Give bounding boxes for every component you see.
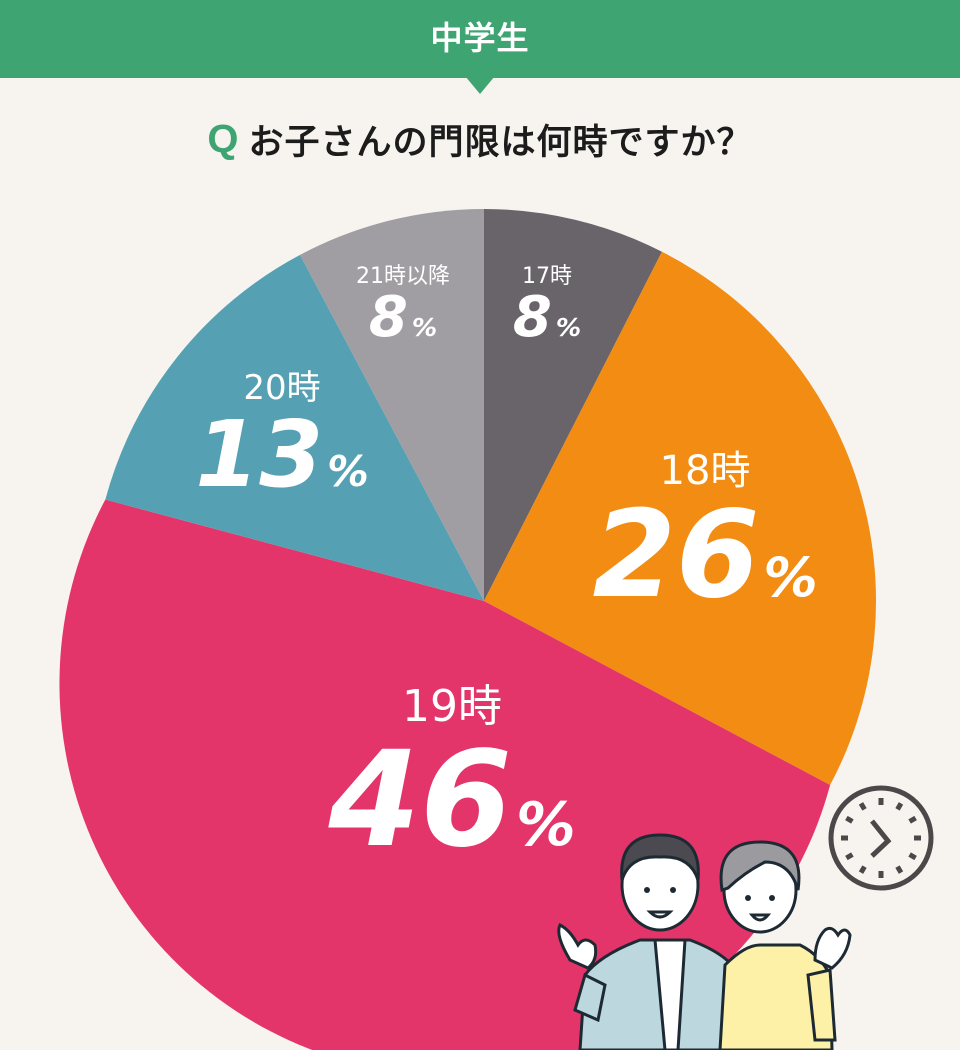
label-20-value: 13% [195,401,369,508]
label-17-category: 17時 [522,264,572,289]
label-18-category: 18時 [659,448,751,494]
label-20-category: 20時 [243,368,321,408]
slice-20 [105,254,484,601]
label-19-category: 19時 [402,681,502,732]
question-heading: Q お子さんの門限は何時ですか？ [0,114,960,165]
banner-pointer [465,76,495,94]
question-text: お子さんの門限は何時ですか？ [248,123,753,163]
label-21-category: 21時以降 [356,264,450,289]
slice-21 [300,209,484,601]
label-17: 17時 8% [513,258,581,346]
label-19: 19時 46% [328,670,575,866]
clock-icon [828,785,934,891]
label-19-value: 46% [328,723,576,877]
label-18-value: 26% [592,486,818,625]
parents-illustration [557,833,852,1050]
label-20: 20時 13% [195,360,369,501]
slice-17 [484,209,662,601]
label-17-value: 8% [512,285,582,350]
banner-title: 中学生 [430,19,530,57]
label-21: 21時以降 8% [356,258,450,346]
label-21-value: 8% [368,285,438,350]
label-18: 18時 26% [592,438,817,616]
category-banner: 中学生 [0,0,960,78]
slice-18 [484,251,876,786]
question-mark-q: Q [207,117,239,161]
